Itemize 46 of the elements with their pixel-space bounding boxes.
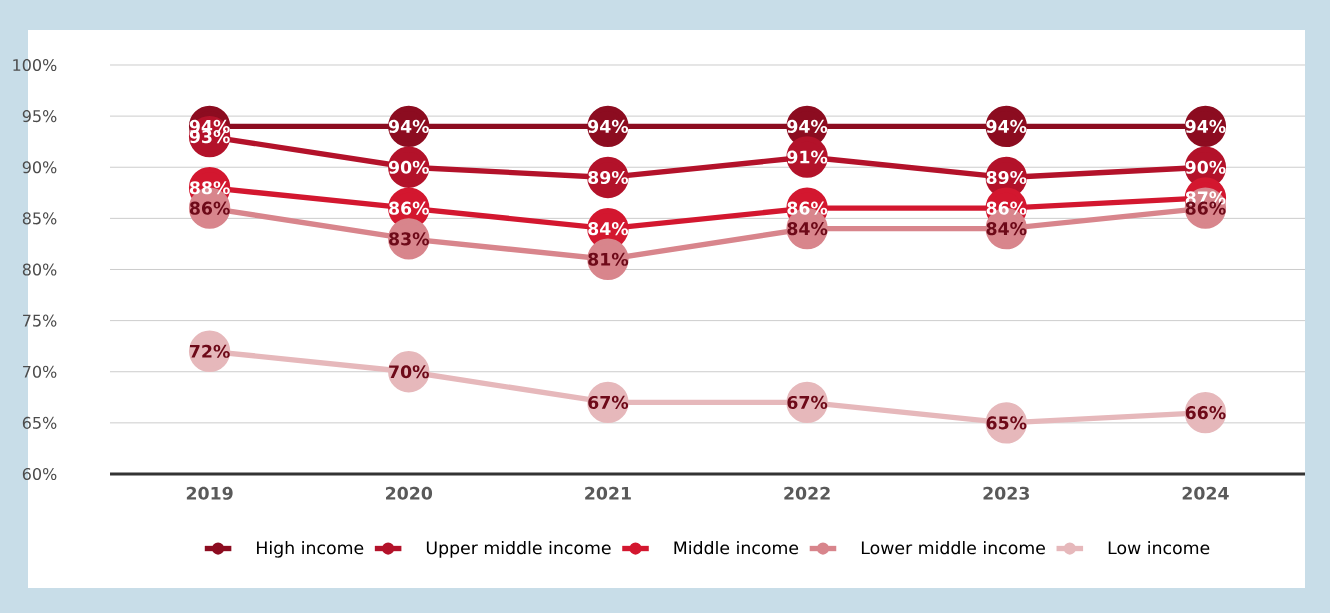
x-tick-label: 2021 — [585, 486, 631, 500]
legend-label: High income — [257, 540, 364, 558]
x-tick-label: 2024 — [1182, 486, 1229, 500]
legend-label: Low income — [1108, 540, 1210, 555]
y-tick-label: 60% — [22, 467, 57, 481]
y-tick-label: 70% — [23, 365, 57, 378]
x-tick-label: 2019 — [186, 486, 233, 500]
data-label: 89% — [986, 170, 1027, 185]
y-tick-label: 65% — [22, 416, 57, 429]
x-tick-label: 2020 — [386, 486, 433, 500]
data-label: 94% — [787, 119, 828, 133]
y-tick-label: 85% — [22, 212, 57, 225]
legend-label: Middle income — [674, 540, 799, 555]
data-label: 81% — [588, 252, 629, 266]
data-label: 84% — [588, 222, 629, 236]
y-tick-label: 80% — [22, 263, 57, 276]
data-label: 94% — [588, 119, 629, 133]
data-label: 84% — [986, 222, 1027, 236]
data-label: 86% — [787, 201, 828, 215]
data-label: 86% — [389, 201, 429, 215]
data-label: 83% — [389, 232, 429, 246]
data-label: 88% — [189, 181, 230, 195]
data-label: 84% — [787, 222, 828, 236]
data-label: 70% — [389, 365, 429, 379]
data-label: 72% — [190, 344, 230, 358]
data-label: 91% — [787, 150, 828, 164]
y-tick-label: 90% — [22, 161, 57, 174]
y-tick-label: 95% — [22, 110, 57, 123]
data-label: 89% — [588, 170, 629, 185]
data-label: 94% — [986, 119, 1027, 133]
data-label: 90% — [388, 160, 429, 174]
data-label: 86% — [189, 201, 230, 215]
x-tick-label: 2022 — [784, 486, 830, 500]
y-tick-label: 75% — [23, 314, 57, 327]
legend-label: Upper middle income — [426, 540, 611, 558]
data-label: 66% — [1185, 406, 1226, 420]
data-label: 67% — [787, 395, 828, 409]
data-label: 90% — [1185, 160, 1226, 174]
data-label: 67% — [588, 395, 629, 409]
data-label: 86% — [986, 201, 1027, 215]
data-label: 94% — [1185, 119, 1226, 133]
x-tick-label: 2023 — [983, 486, 1030, 500]
data-label: 94% — [388, 119, 429, 133]
data-label: 65% — [986, 416, 1027, 430]
y-tick-label: 100% — [13, 58, 57, 72]
legend-label: Lower middle income — [861, 540, 1045, 555]
